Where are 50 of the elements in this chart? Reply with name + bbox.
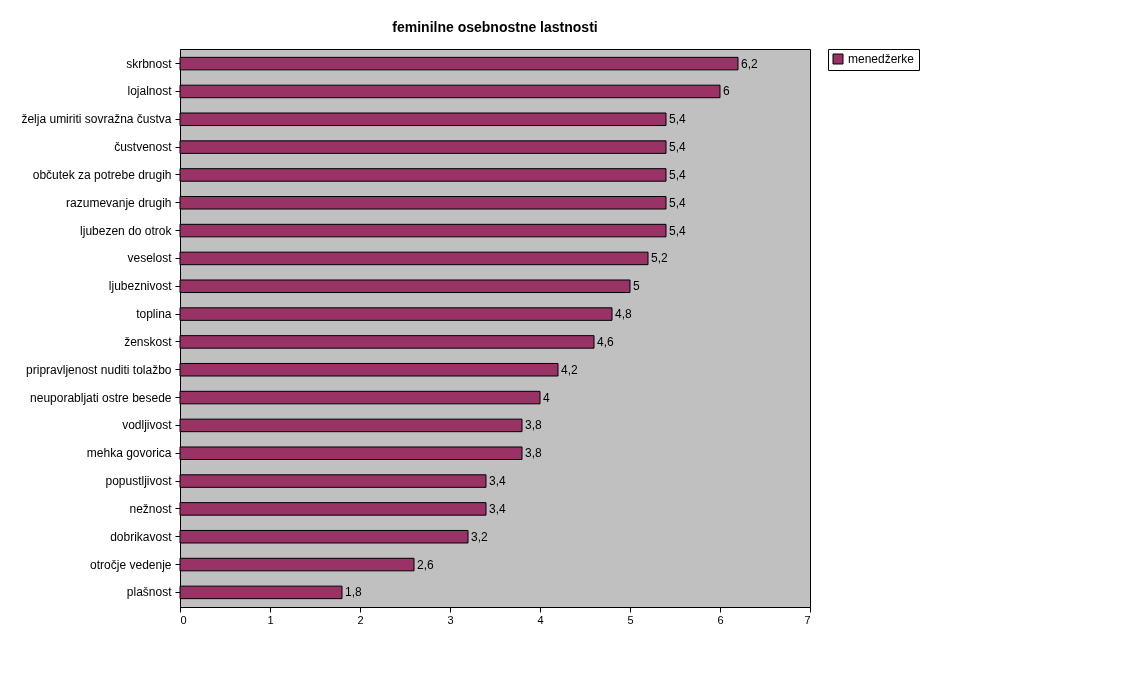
y-tick-label: veselost: [127, 251, 173, 266]
y-tick-label: ljubeznivost: [108, 279, 173, 294]
x-tick-label: 7: [804, 613, 811, 626]
data-label: 6: [723, 84, 730, 99]
y-tick-label: neuporabljati ostre besede: [30, 390, 172, 405]
data-label: 5,4: [669, 112, 687, 127]
y-tick-label: razumevanje drugih: [66, 195, 172, 210]
data-label: 5: [633, 279, 640, 294]
data-label: 5,4: [669, 195, 687, 210]
data-label: 5,4: [669, 167, 687, 182]
data-label: 3,2: [471, 529, 489, 544]
data-label: 4,2: [561, 362, 579, 377]
y-tick-label: čustvenost: [114, 140, 173, 155]
x-tick-label: 0: [180, 613, 187, 626]
y-tick-label: želja umiriti sovražna čustva: [21, 112, 172, 127]
y-tick-label: popustljivost: [105, 474, 173, 489]
data-label: 4,6: [597, 334, 615, 349]
x-tick-label: 1: [267, 613, 274, 626]
x-tick-label: 6: [717, 613, 724, 626]
y-tick-label: mehka govorica: [86, 446, 172, 461]
y-tick-label: občutek za potrebe drugih: [32, 167, 172, 182]
data-label: 2,6: [417, 557, 435, 572]
data-label: 6,2: [741, 56, 759, 71]
data-label: 3,4: [489, 501, 507, 516]
x-tick-label: 4: [537, 613, 544, 626]
data-label: 5,4: [669, 140, 687, 155]
data-label: 1,8: [345, 585, 363, 600]
x-tick-label: 5: [627, 613, 634, 626]
y-tick-label: skrbnost: [126, 56, 173, 71]
y-tick-label: ženskost: [124, 334, 173, 349]
legend-label: menedžerke: [848, 52, 915, 66]
y-tick-label: nežnost: [129, 501, 173, 516]
y-tick-label: ljubezen do otrok: [80, 223, 173, 238]
y-tick-label: lojalnost: [127, 84, 173, 99]
y-tick-label: toplina: [136, 307, 172, 322]
y-tick-label: vodljivost: [122, 418, 173, 433]
y-tick-label: otročje vedenje: [90, 557, 172, 572]
y-tick-label: pripravljenost nuditi tolažbo: [26, 362, 172, 377]
data-label: 5,2: [651, 251, 669, 266]
data-label: 4: [543, 390, 550, 405]
data-label: 5,4: [669, 223, 687, 238]
data-label: 3,8: [525, 446, 543, 461]
y-tick-label: dobrikavost: [110, 529, 173, 544]
y-tick-label: plašnost: [126, 585, 173, 600]
x-tick-label: 2: [357, 613, 364, 626]
data-label: 4,8: [615, 307, 633, 322]
x-tick-label: 3: [447, 613, 454, 626]
data-label: 3,4: [489, 474, 507, 489]
chart-title: feminilne osebnostne lastnosti: [392, 18, 598, 35]
data-label: 3,8: [525, 418, 543, 433]
